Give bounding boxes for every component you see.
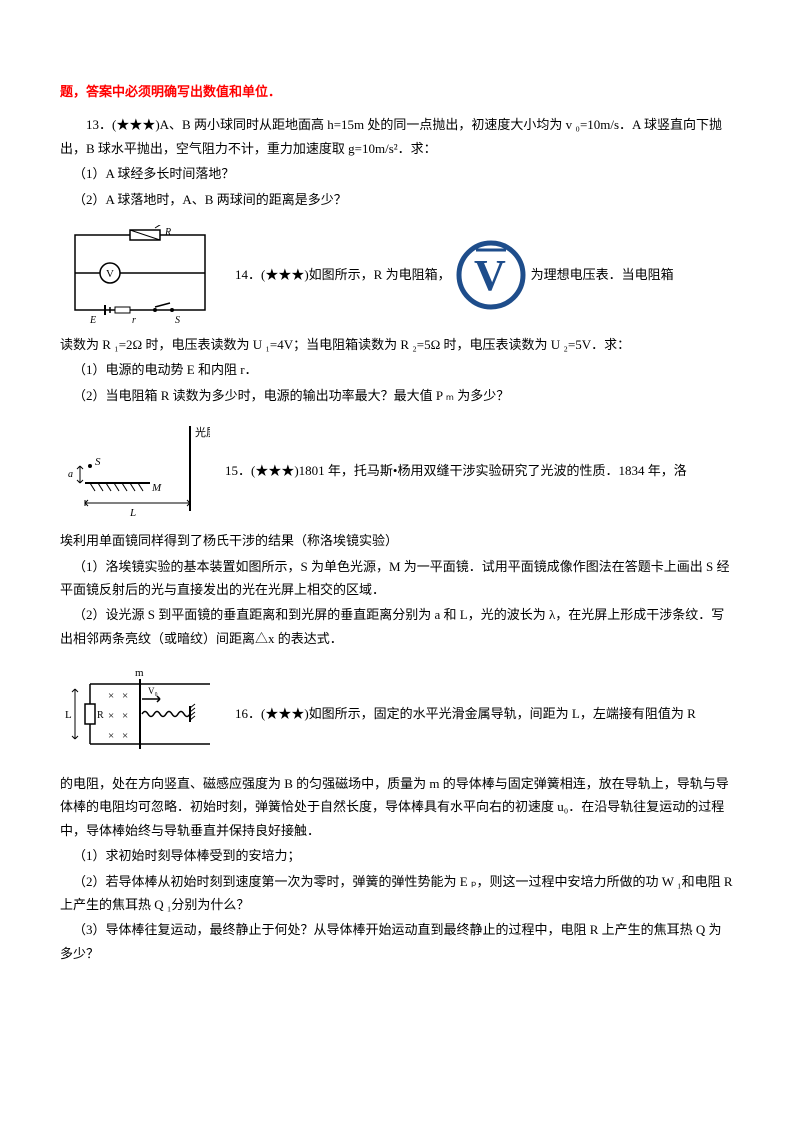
q13-sub1: （1）A 球经多长时间落地？ — [60, 162, 734, 185]
q15-part1: 15．(★★★)1801 年，托马斯•杨用双缝干涉实验研究了光波的性质．1834… — [225, 459, 687, 482]
s-label: S — [175, 315, 180, 325]
question-13: 13．(★★★)A、B 两小球同时从距地面高 h=15m 处的同一点抛出，初速度… — [60, 113, 734, 211]
q16-sub1: （1）求初始时刻导体棒受到的安培力； — [60, 844, 734, 867]
v-label: V — [106, 268, 114, 280]
r-rail-label: R — [97, 710, 104, 721]
x2: × — [122, 690, 128, 702]
e-label: E — [89, 315, 96, 325]
x1: × — [108, 690, 114, 702]
x6: × — [122, 730, 128, 742]
q15-sub1: （1）洛埃镜实验的基本装置如图所示，S 为单色光源，M 为一平面镜．试用平面镜成… — [60, 555, 734, 602]
q16-line2: 的电阻，处在方向竖直、磁感应强度为 B 的匀强磁场中，质量为 m 的导体棒与固定… — [60, 772, 734, 842]
q16-sub2: （2）若导体棒从初始时刻到速度第一次为零时，弹簧的弹性势能为 E ₚ，则这一过程… — [60, 870, 734, 917]
q14-part2: 为理想电压表．当电阻箱 — [531, 263, 674, 286]
optical-svg: 光屏 S a M — [60, 421, 210, 521]
x4: × — [122, 710, 128, 722]
q14-diagram-row: R V E r S 14．(★★★)如图所示，R 为电阻箱， V — [60, 225, 734, 325]
q16-part1: 16．(★★★)如图所示，固定的水平光滑金属导轨，间距为 L，左端接有阻值为 R — [235, 702, 696, 725]
m-label: M — [151, 482, 162, 494]
circuit-diagram: R V E r S — [60, 225, 220, 325]
voltmeter-icon: V — [456, 240, 526, 310]
q15-line2: 埃利用单面镜同样得到了杨氏干涉的结果（称洛埃镜实验） — [60, 529, 734, 552]
a-label: a — [68, 469, 73, 480]
q14-line2: 读数为 R ₁=2Ω 时，电压表读数为 U ₁=4V；当电阻箱读数为 R ₂=5… — [60, 333, 734, 356]
question-14: R V E r S 14．(★★★)如图所示，R 为电阻箱， V — [60, 225, 734, 407]
optical-diagram: 光屏 S a M — [60, 421, 210, 521]
v0-label: V₀ — [148, 686, 158, 696]
svg-text:V: V — [474, 251, 506, 300]
x5: × — [108, 730, 114, 742]
q14-sub1: （1）电源的电动势 E 和内阻 r． — [60, 358, 734, 381]
question-15: 光屏 S a M — [60, 421, 734, 650]
q15-sub2: （2）设光源 S 到平面镜的垂直距离和到光屏的垂直距离分别为 a 和 L，光的波… — [60, 603, 734, 650]
l-rail-label: L — [65, 709, 72, 721]
q16-diagram-row: m R L V₀ — [60, 664, 734, 764]
header-text: 题，答案中必须明确写出数值和单位． — [60, 80, 734, 103]
q13-sub2: （2）A 球落地时，A、B 两球间的距离是多少？ — [60, 188, 734, 211]
question-16: m R L V₀ — [60, 664, 734, 965]
screen-label: 光屏 — [195, 425, 210, 439]
s-point-label: S — [95, 456, 101, 468]
rail-diagram: m R L V₀ — [60, 664, 220, 764]
q16-sub3: （3）导体棒往复运动，最终静止于何处？从导体棒开始运动直到最终静止的过程中，电阻… — [60, 918, 734, 965]
l-label: L — [129, 507, 136, 519]
m-rail-label: m — [135, 667, 144, 679]
q14-part1: 14．(★★★)如图所示，R 为电阻箱， — [235, 263, 451, 286]
q13-main: 13．(★★★)A、B 两小球同时从距地面高 h=15m 处的同一点抛出，初速度… — [60, 113, 734, 160]
circuit-svg: R V E r S — [60, 225, 220, 325]
r-label: R — [164, 227, 171, 238]
x3: × — [108, 710, 114, 722]
rail-svg: m R L V₀ — [60, 664, 220, 764]
r-small-label: r — [132, 315, 136, 325]
q15-diagram-row: 光屏 S a M — [60, 421, 734, 521]
q14-sub2: （2）当电阻箱 R 读数为多少时，电源的输出功率最大？最大值 P ₘ 为多少？ — [60, 384, 734, 407]
